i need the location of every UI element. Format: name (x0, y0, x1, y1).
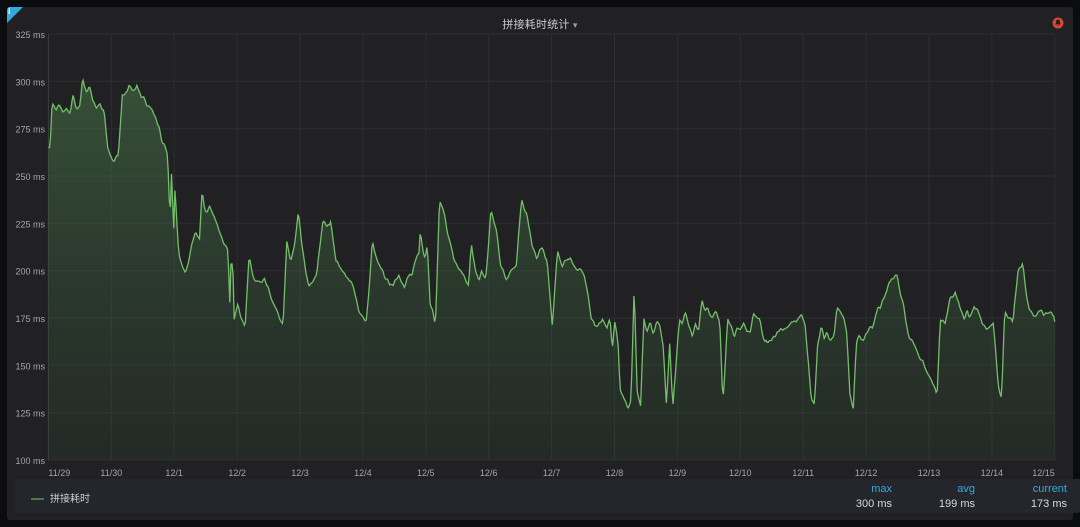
svg-text:175 ms: 175 ms (15, 314, 45, 324)
svg-text:12/6: 12/6 (480, 468, 498, 477)
svg-text:12/1: 12/1 (165, 468, 183, 477)
svg-text:12/3: 12/3 (291, 468, 309, 477)
svg-text:12/9: 12/9 (669, 468, 687, 477)
svg-text:12/8: 12/8 (606, 468, 624, 477)
svg-text:300 ms: 300 ms (15, 77, 45, 87)
svg-text:12/2: 12/2 (228, 468, 246, 477)
svg-text:325 ms: 325 ms (15, 30, 45, 40)
svg-text:11/30: 11/30 (100, 468, 122, 477)
svg-text:200 ms: 200 ms (15, 267, 45, 277)
svg-text:12/15: 12/15 (1032, 468, 1055, 477)
svg-text:125 ms: 125 ms (15, 409, 45, 419)
svg-text:275 ms: 275 ms (15, 125, 45, 135)
svg-text:150 ms: 150 ms (15, 361, 45, 371)
svg-text:12/10: 12/10 (729, 468, 752, 477)
svg-text:250 ms: 250 ms (15, 172, 45, 182)
svg-text:12/7: 12/7 (543, 468, 561, 477)
svg-text:12/13: 12/13 (918, 468, 941, 477)
svg-text:100 ms: 100 ms (15, 456, 45, 466)
svg-text:12/12: 12/12 (855, 468, 878, 477)
svg-text:11/29: 11/29 (48, 468, 70, 477)
svg-text:12/14: 12/14 (981, 468, 1004, 477)
svg-text:12/4: 12/4 (354, 468, 372, 477)
svg-text:12/5: 12/5 (417, 468, 435, 477)
svg-text:225 ms: 225 ms (15, 219, 45, 229)
svg-text:12/11: 12/11 (792, 468, 814, 477)
